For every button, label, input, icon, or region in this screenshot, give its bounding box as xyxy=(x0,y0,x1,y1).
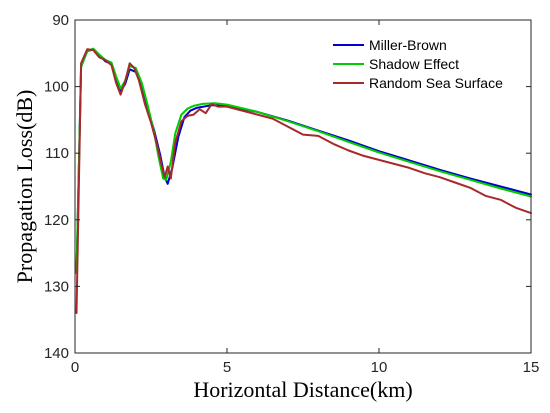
x-tick-label: 15 xyxy=(523,359,540,376)
legend-label-shadow-effect: Shadow Effect xyxy=(369,56,459,72)
legend-label-miller-brown: Miller-Brown xyxy=(369,37,447,53)
x-axis-title: Horizontal Distance(km) xyxy=(193,377,412,402)
y-tick-label: 120 xyxy=(44,212,69,229)
y-tick-label: 130 xyxy=(44,278,69,295)
y-tick-label: 100 xyxy=(44,79,69,96)
y-axis-title: Propagation Loss(dB) xyxy=(12,90,37,284)
y-tick-label: 90 xyxy=(52,12,69,29)
y-tick-label: 140 xyxy=(44,345,69,362)
legend-entry-random-sea-surface: Random Sea Surface xyxy=(333,75,503,91)
series-layer xyxy=(75,47,532,314)
legend-entry-miller-brown: Miller-Brown xyxy=(333,37,447,53)
x-tick-label: 5 xyxy=(223,359,231,376)
x-tick-label: 10 xyxy=(371,359,388,376)
axis-ticks: 0 5 10 15 90 100 110 120 130 140 xyxy=(44,12,539,376)
plot-frame xyxy=(74,19,532,354)
legend-label-random-sea-surface: Random Sea Surface xyxy=(369,75,503,91)
legend: Miller-Brown Shadow Effect Random Sea Su… xyxy=(325,32,521,96)
legend-entry-shadow-effect: Shadow Effect xyxy=(333,56,459,72)
y-tick-label: 110 xyxy=(45,145,69,162)
series-line-random-sea-surface xyxy=(75,48,532,314)
x-tick-label: 0 xyxy=(71,359,79,376)
